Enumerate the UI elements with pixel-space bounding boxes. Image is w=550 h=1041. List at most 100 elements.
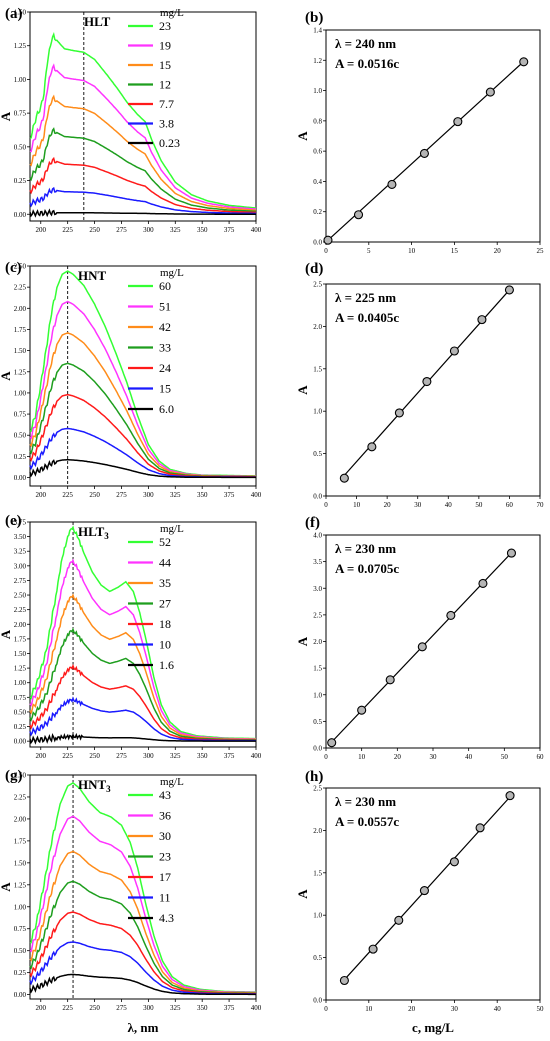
y-tick-label: 0.6 <box>313 148 322 156</box>
series-line-23 <box>29 32 257 209</box>
y-tick-label: 1.25 <box>14 42 27 50</box>
title-main: HLT <box>78 524 105 539</box>
y-tick-label: 1.25 <box>14 368 27 376</box>
x-tick-label: 50 <box>501 753 509 761</box>
panel-label: (f) <box>305 515 320 531</box>
x-tick-label: 350 <box>197 491 208 499</box>
y-tick-label: 3.25 <box>14 548 27 556</box>
data-point <box>449 346 459 356</box>
y-tick-label: 0.25 <box>14 453 27 461</box>
legend-label: 19 <box>159 39 171 53</box>
x-axis-label: λ, nm <box>128 1020 159 1035</box>
y-tick-label: 0.5 <box>313 718 322 726</box>
panel-title: HLT3 <box>78 524 109 541</box>
plot-frame <box>29 774 257 1000</box>
legend-label: 17 <box>159 870 171 884</box>
data-point <box>422 376 432 387</box>
y-tick-label: 0.0 <box>313 997 322 1005</box>
x-tick-label: 225 <box>62 752 73 760</box>
y-tick-label: 1.75 <box>14 326 27 334</box>
y-tick-label: 1.50 <box>14 9 27 17</box>
legend-title: mg/L <box>160 267 184 279</box>
series-line-19 <box>29 63 257 210</box>
panel-title: HNT <box>78 268 107 283</box>
y-tick-label: 0.5 <box>313 450 322 458</box>
y-axis-label: A <box>295 385 310 395</box>
y-axis-label: A <box>0 111 13 121</box>
x-tick-label: 275 <box>116 491 127 499</box>
panel-label: (h) <box>305 769 323 785</box>
y-tick-label: 2.0 <box>313 323 322 331</box>
legend-label: 52 <box>159 535 171 549</box>
x-tick-label: 40 <box>494 1005 502 1013</box>
y-tick-label: 0.8 <box>313 117 322 125</box>
equation-annotation: A = 0.0705c <box>335 561 399 576</box>
data-point <box>394 915 404 925</box>
legend-label: 15 <box>159 382 171 396</box>
x-tick-label: 200 <box>36 226 47 234</box>
y-tick-label: 1.25 <box>14 665 27 673</box>
data-point <box>353 210 364 220</box>
legend-label: 27 <box>159 597 171 611</box>
y-tick-label: 0.00 <box>14 738 27 746</box>
y-tick-label: 2.0 <box>313 638 322 646</box>
legend-label: 44 <box>159 556 171 570</box>
y-tick-label: 3.50 <box>14 533 27 541</box>
y-tick-label: 0.5 <box>313 954 322 962</box>
x-tick-label: 250 <box>89 752 100 760</box>
title-subscript: 3 <box>104 531 109 541</box>
x-tick-label: 60 <box>537 753 545 761</box>
x-tick-label: 250 <box>89 226 100 234</box>
title-main: HNT <box>78 777 107 792</box>
x-tick-label: 275 <box>116 752 127 760</box>
y-axis-label: A <box>0 882 13 892</box>
data-point <box>504 285 514 295</box>
data-point <box>449 857 459 867</box>
y-tick-label: 0.00 <box>14 474 27 482</box>
x-tick-label: 325 <box>170 226 181 234</box>
legend-label: 30 <box>159 829 171 843</box>
series-line-6.0 <box>29 459 256 479</box>
x-tick-label: 400 <box>251 1004 262 1012</box>
x-tick-label: 20 <box>494 247 502 255</box>
y-tick-label: 2.00 <box>14 815 27 823</box>
title-subscript: 3 <box>106 784 111 794</box>
y-axis-label: A <box>295 636 310 646</box>
y-tick-label: 0.0 <box>313 745 322 753</box>
equation-annotation: A = 0.0557c <box>335 814 399 829</box>
data-point <box>485 87 495 97</box>
x-tick-label: 350 <box>197 752 208 760</box>
data-point <box>327 738 337 748</box>
x-tick-label: 250 <box>89 1004 100 1012</box>
y-tick-label: 1.00 <box>14 903 27 911</box>
series-line-12 <box>29 127 256 213</box>
y-tick-label: 1.25 <box>14 881 27 889</box>
data-point <box>475 823 485 833</box>
legend-label: 35 <box>159 576 171 590</box>
legend-label: 15 <box>159 58 171 72</box>
y-axis-label: A <box>0 629 13 639</box>
series-line-1.6 <box>29 732 256 745</box>
x-tick-label: 50 <box>537 1005 545 1013</box>
y-tick-label: 2.00 <box>14 621 27 629</box>
data-point <box>477 315 487 325</box>
x-tick-label: 10 <box>358 753 366 761</box>
legend-label: 4.3 <box>159 911 174 925</box>
x-tick-label: 0 <box>324 753 328 761</box>
x-tick-label: 60 <box>506 501 514 509</box>
wavelength-annotation: λ = 225 nm <box>335 290 396 305</box>
x-axis-label: c, mg/L <box>412 1020 454 1035</box>
x-tick-label: 200 <box>36 752 47 760</box>
x-tick-label: 275 <box>116 1004 127 1012</box>
x-tick-label: 50 <box>475 501 483 509</box>
legend-label: 12 <box>159 78 171 92</box>
x-tick-label: 225 <box>62 226 73 234</box>
y-tick-label: 0.25 <box>14 969 27 977</box>
x-tick-label: 350 <box>197 1004 208 1012</box>
y-tick-label: 1.50 <box>14 859 27 867</box>
x-tick-label: 375 <box>224 491 235 499</box>
data-point <box>453 117 463 127</box>
y-tick-label: 0.50 <box>14 143 27 151</box>
wavelength-annotation: λ = 230 nm <box>335 794 396 809</box>
y-tick-label: 2.25 <box>14 284 27 292</box>
